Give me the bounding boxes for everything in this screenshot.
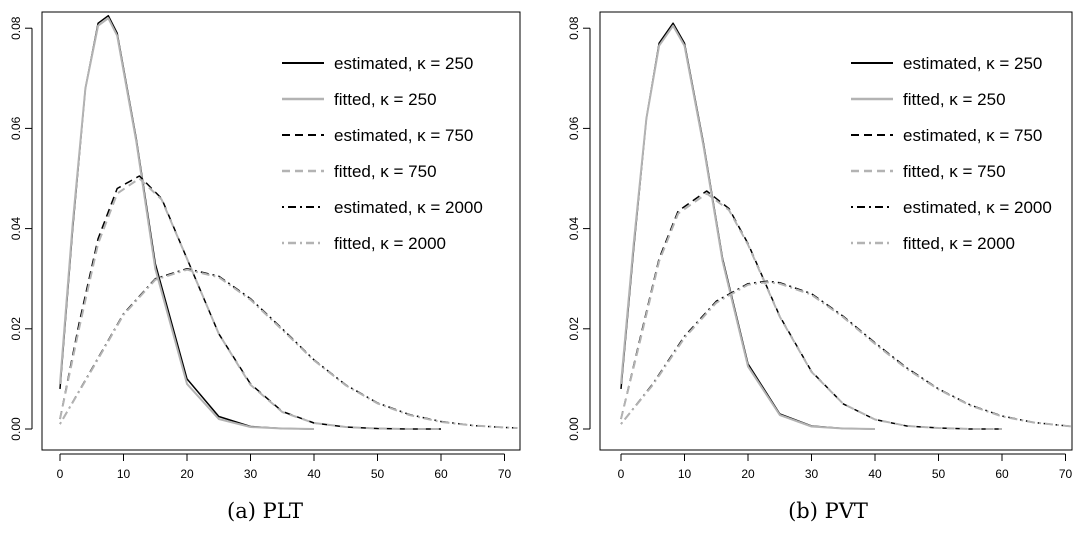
legend-label: fitted, κ = 750 bbox=[334, 162, 437, 181]
legend-label: fitted, κ = 250 bbox=[334, 90, 437, 109]
series-line-2 bbox=[59, 17, 315, 430]
series-line-5 bbox=[59, 267, 518, 429]
y-tick-label: 0.02 bbox=[9, 317, 23, 341]
series-line-6 bbox=[620, 281, 1072, 428]
x-tick-label: 50 bbox=[932, 467, 946, 481]
chart-panel-2: 0 10 20 30 40 50 60 70 0.00 0.02 0.04 0.06 0.08 estim… bbox=[567, 11, 1073, 523]
x-tick-label: 20 bbox=[180, 467, 194, 481]
x-tick-label: 20 bbox=[741, 467, 755, 481]
series-line-5 bbox=[620, 280, 1072, 428]
x-tick-label: 30 bbox=[805, 467, 819, 481]
x-tick-label: 60 bbox=[434, 467, 448, 481]
y-tick-label: 0.06 bbox=[9, 116, 23, 140]
x-tick-label: 0 bbox=[618, 467, 625, 481]
plot-frame bbox=[41, 11, 521, 451]
x-tick-label: 70 bbox=[498, 467, 512, 481]
series-line-1 bbox=[59, 14, 315, 430]
series-line-2 bbox=[620, 24, 876, 430]
legend-label: estimated, κ = 2000 bbox=[903, 198, 1052, 217]
legend: estimated, κ = 250 fitted, κ = 250 estimat… bbox=[851, 54, 1052, 253]
x-tick-label: 70 bbox=[1059, 467, 1073, 481]
x-tick-label: 40 bbox=[307, 467, 321, 481]
x-tick-label: 50 bbox=[371, 467, 385, 481]
x-tick-label: 10 bbox=[117, 467, 131, 481]
y-tick-label: 0.04 bbox=[567, 217, 581, 241]
legend-label: estimated, κ = 750 bbox=[903, 126, 1042, 145]
x-tick-label: 30 bbox=[244, 467, 258, 481]
y-tick-label: 0.04 bbox=[9, 217, 23, 241]
series-line-6 bbox=[59, 268, 518, 429]
x-tick-label: 40 bbox=[868, 467, 882, 481]
legend-label: fitted, κ = 750 bbox=[903, 162, 1006, 181]
y-tick-label: 0.00 bbox=[567, 417, 581, 441]
x-tick-label: 60 bbox=[995, 467, 1009, 481]
legend-label: fitted, κ = 2000 bbox=[334, 234, 446, 253]
legend-label: fitted, κ = 2000 bbox=[903, 234, 1015, 253]
legend-label: estimated, κ = 2000 bbox=[334, 198, 483, 217]
plot-frame bbox=[599, 11, 1073, 451]
y-tick-label: 0.08 bbox=[9, 16, 23, 40]
panel-caption: (a) PLT bbox=[227, 499, 303, 523]
legend-label: estimated, κ = 750 bbox=[334, 126, 473, 145]
y-tick-label: 0.08 bbox=[567, 16, 581, 40]
chart-panel-1: 0 10 20 30 40 50 60 70 0.00 0.02 0.04 0.06 0.08 estim… bbox=[9, 11, 521, 523]
series-line-4 bbox=[59, 177, 441, 430]
legend-label: fitted, κ = 250 bbox=[903, 90, 1006, 109]
legend-label: estimated, κ = 250 bbox=[903, 54, 1042, 73]
panel-caption: (b) PVT bbox=[788, 499, 868, 523]
y-tick-label: 0.06 bbox=[567, 116, 581, 140]
x-tick-label: 0 bbox=[57, 467, 64, 481]
legend: estimated, κ = 250 fitted, κ = 250 estimat… bbox=[282, 54, 483, 253]
legend-label: estimated, κ = 250 bbox=[334, 54, 473, 73]
y-tick-label: 0.02 bbox=[567, 317, 581, 341]
y-tick-label: 0.00 bbox=[9, 417, 23, 441]
x-tick-label: 10 bbox=[678, 467, 692, 481]
series-line-4 bbox=[620, 192, 1002, 430]
